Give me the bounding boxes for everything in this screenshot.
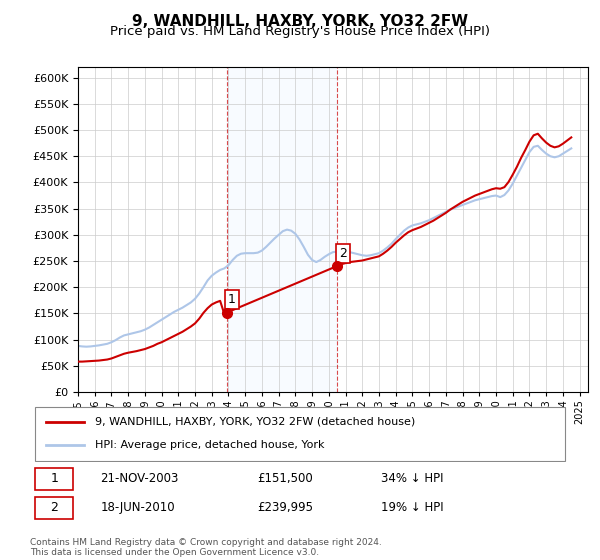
Text: 2: 2: [50, 501, 58, 515]
Text: 2: 2: [339, 246, 347, 260]
Text: 34% ↓ HPI: 34% ↓ HPI: [381, 473, 443, 486]
Text: 21-NOV-2003: 21-NOV-2003: [100, 473, 179, 486]
Text: 1: 1: [50, 473, 58, 486]
Text: 18-JUN-2010: 18-JUN-2010: [100, 501, 175, 515]
Text: Contains HM Land Registry data © Crown copyright and database right 2024.
This d: Contains HM Land Registry data © Crown c…: [30, 538, 382, 557]
Text: 1: 1: [228, 293, 236, 306]
Bar: [227, 67, 337, 392]
Text: 19% ↓ HPI: 19% ↓ HPI: [381, 501, 443, 515]
FancyBboxPatch shape: [35, 407, 565, 461]
FancyBboxPatch shape: [35, 497, 73, 519]
Text: Price paid vs. HM Land Registry's House Price Index (HPI): Price paid vs. HM Land Registry's House …: [110, 25, 490, 38]
Text: £239,995: £239,995: [257, 501, 313, 515]
Text: HPI: Average price, detached house, York: HPI: Average price, detached house, York: [95, 440, 325, 450]
FancyBboxPatch shape: [35, 468, 73, 490]
Text: 9, WANDHILL, HAXBY, YORK, YO32 2FW (detached house): 9, WANDHILL, HAXBY, YORK, YO32 2FW (deta…: [95, 417, 415, 427]
Text: 9, WANDHILL, HAXBY, YORK, YO32 2FW: 9, WANDHILL, HAXBY, YORK, YO32 2FW: [132, 14, 468, 29]
Text: £151,500: £151,500: [257, 473, 313, 486]
